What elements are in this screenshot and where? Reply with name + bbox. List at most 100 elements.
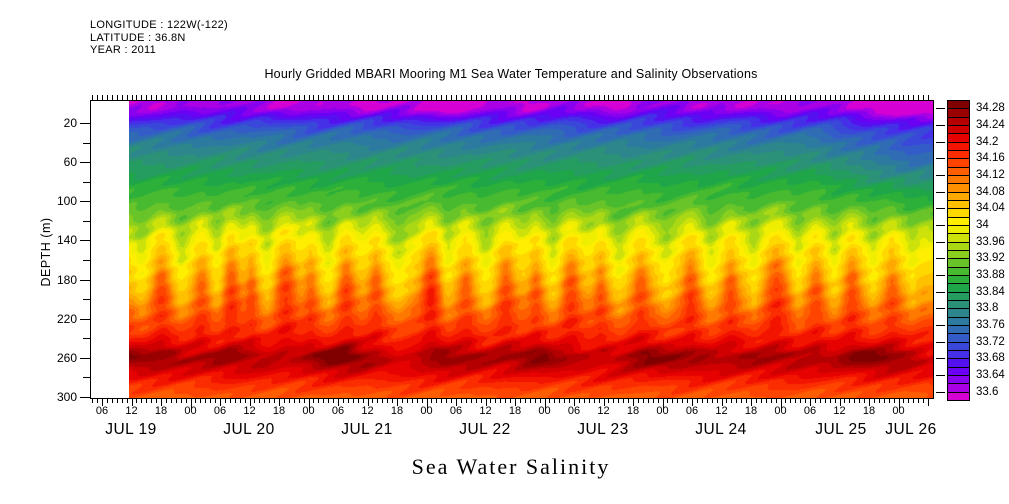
hour-tick [839,399,841,406]
hour-tick [161,399,162,406]
hour-tick-top [559,95,561,100]
depth-tick-label: 300 [56,389,77,404]
date-label: JUL 26 [885,421,937,438]
hour-tick-label: 18 [744,405,758,417]
hour-tick [618,399,620,403]
hour-tick-top [460,95,462,100]
hour-tick-top [583,95,585,100]
hour-tick [397,399,398,406]
salinity-heatmap [129,101,933,398]
hour-tick [141,399,143,403]
colorbar-tick [936,208,945,210]
depth-tick [80,279,90,281]
hour-tick-top [746,95,748,100]
hour-tick [696,399,698,403]
hour-tick-top [598,95,600,100]
hour-tick [195,399,197,403]
hour-tick [549,399,551,403]
colorbar-label: 33.64 [976,369,1005,381]
hour-tick [859,399,861,403]
hour-tick [800,399,802,403]
hour-tick-top [318,95,320,100]
hour-tick [431,399,433,403]
hour-tick-label: 06 [449,405,463,417]
hour-tick [569,399,571,403]
depth-tick [80,162,90,164]
hour-tick-top [529,95,531,100]
hour-tick [795,399,797,403]
depth-tick [83,181,90,183]
depth-tick [83,220,90,222]
hour-tick-top [696,95,698,100]
hour-tick [873,399,875,403]
hour-tick-top [92,95,94,100]
hour-tick [293,399,295,403]
hour-tick [279,399,280,406]
hour-tick-top [170,95,172,100]
hour-tick-top [106,95,108,100]
colorbar-tick [936,225,945,226]
hour-tick-label: 18 [272,405,286,417]
hour-tick-top [175,95,177,100]
hour-tick-top [588,95,590,100]
hour-tick [421,399,423,403]
hour-tick [456,399,457,406]
hour-tick-top [849,95,851,100]
hour-tick-label: 06 [95,405,109,417]
depth-tick [83,377,90,379]
hour-tick [441,399,443,403]
hour-tick [342,399,344,403]
hour-tick-top [519,95,521,100]
hour-tick [878,399,880,403]
hour-tick [451,399,453,403]
hour-tick [146,399,148,403]
depth-tick [80,240,90,242]
depth-tick-label: 180 [56,272,77,287]
hour-tick-top [190,95,192,100]
hour-tick-top [765,95,767,100]
hour-tick-top [229,95,231,100]
hour-tick-top [111,95,113,100]
hour-tick [215,399,217,403]
hour-tick-top [146,95,148,100]
hour-tick-top [544,95,546,100]
hour-tick-top [126,95,128,100]
hour-tick-top [888,95,890,100]
colorbar-tick [936,141,945,143]
hour-tick [298,399,300,403]
hour-tick [780,399,782,410]
hour-tick [647,399,649,403]
hour-tick-top [711,95,713,100]
colorbar-tick [936,175,945,176]
hour-tick-top [97,95,99,100]
hour-tick [869,399,870,406]
hour-tick [485,399,487,406]
hour-tick-top [264,95,266,100]
hour-tick-top [677,95,679,100]
hour-tick [864,399,866,403]
hour-tick-label: 06 [685,405,699,417]
depth-tick-label: 100 [56,194,77,209]
hour-tick [706,399,708,403]
hour-tick-top [839,95,841,100]
hour-tick [382,399,384,403]
colorbar-label: 33.96 [976,235,1005,248]
hour-tick-label: 12 [715,405,728,417]
hour-tick [175,399,177,403]
hour-tick-top [814,95,816,100]
hour-tick-label: 00 [538,405,551,417]
hour-tick-top [898,95,900,100]
hour-tick [200,399,202,403]
hour-tick [613,399,615,403]
hour-tick [210,399,212,403]
hour-tick-top [436,95,438,100]
colorbar-tick [936,275,945,276]
hour-tick-label: 12 [125,405,138,417]
depth-tick [83,259,90,261]
hour-tick [411,399,413,403]
hour-tick-top [672,95,674,100]
colorbar-label: 33.84 [976,285,1005,298]
colorbar-tick [936,258,945,260]
hour-tick-top [913,95,915,100]
hour-tick-top [790,95,792,100]
